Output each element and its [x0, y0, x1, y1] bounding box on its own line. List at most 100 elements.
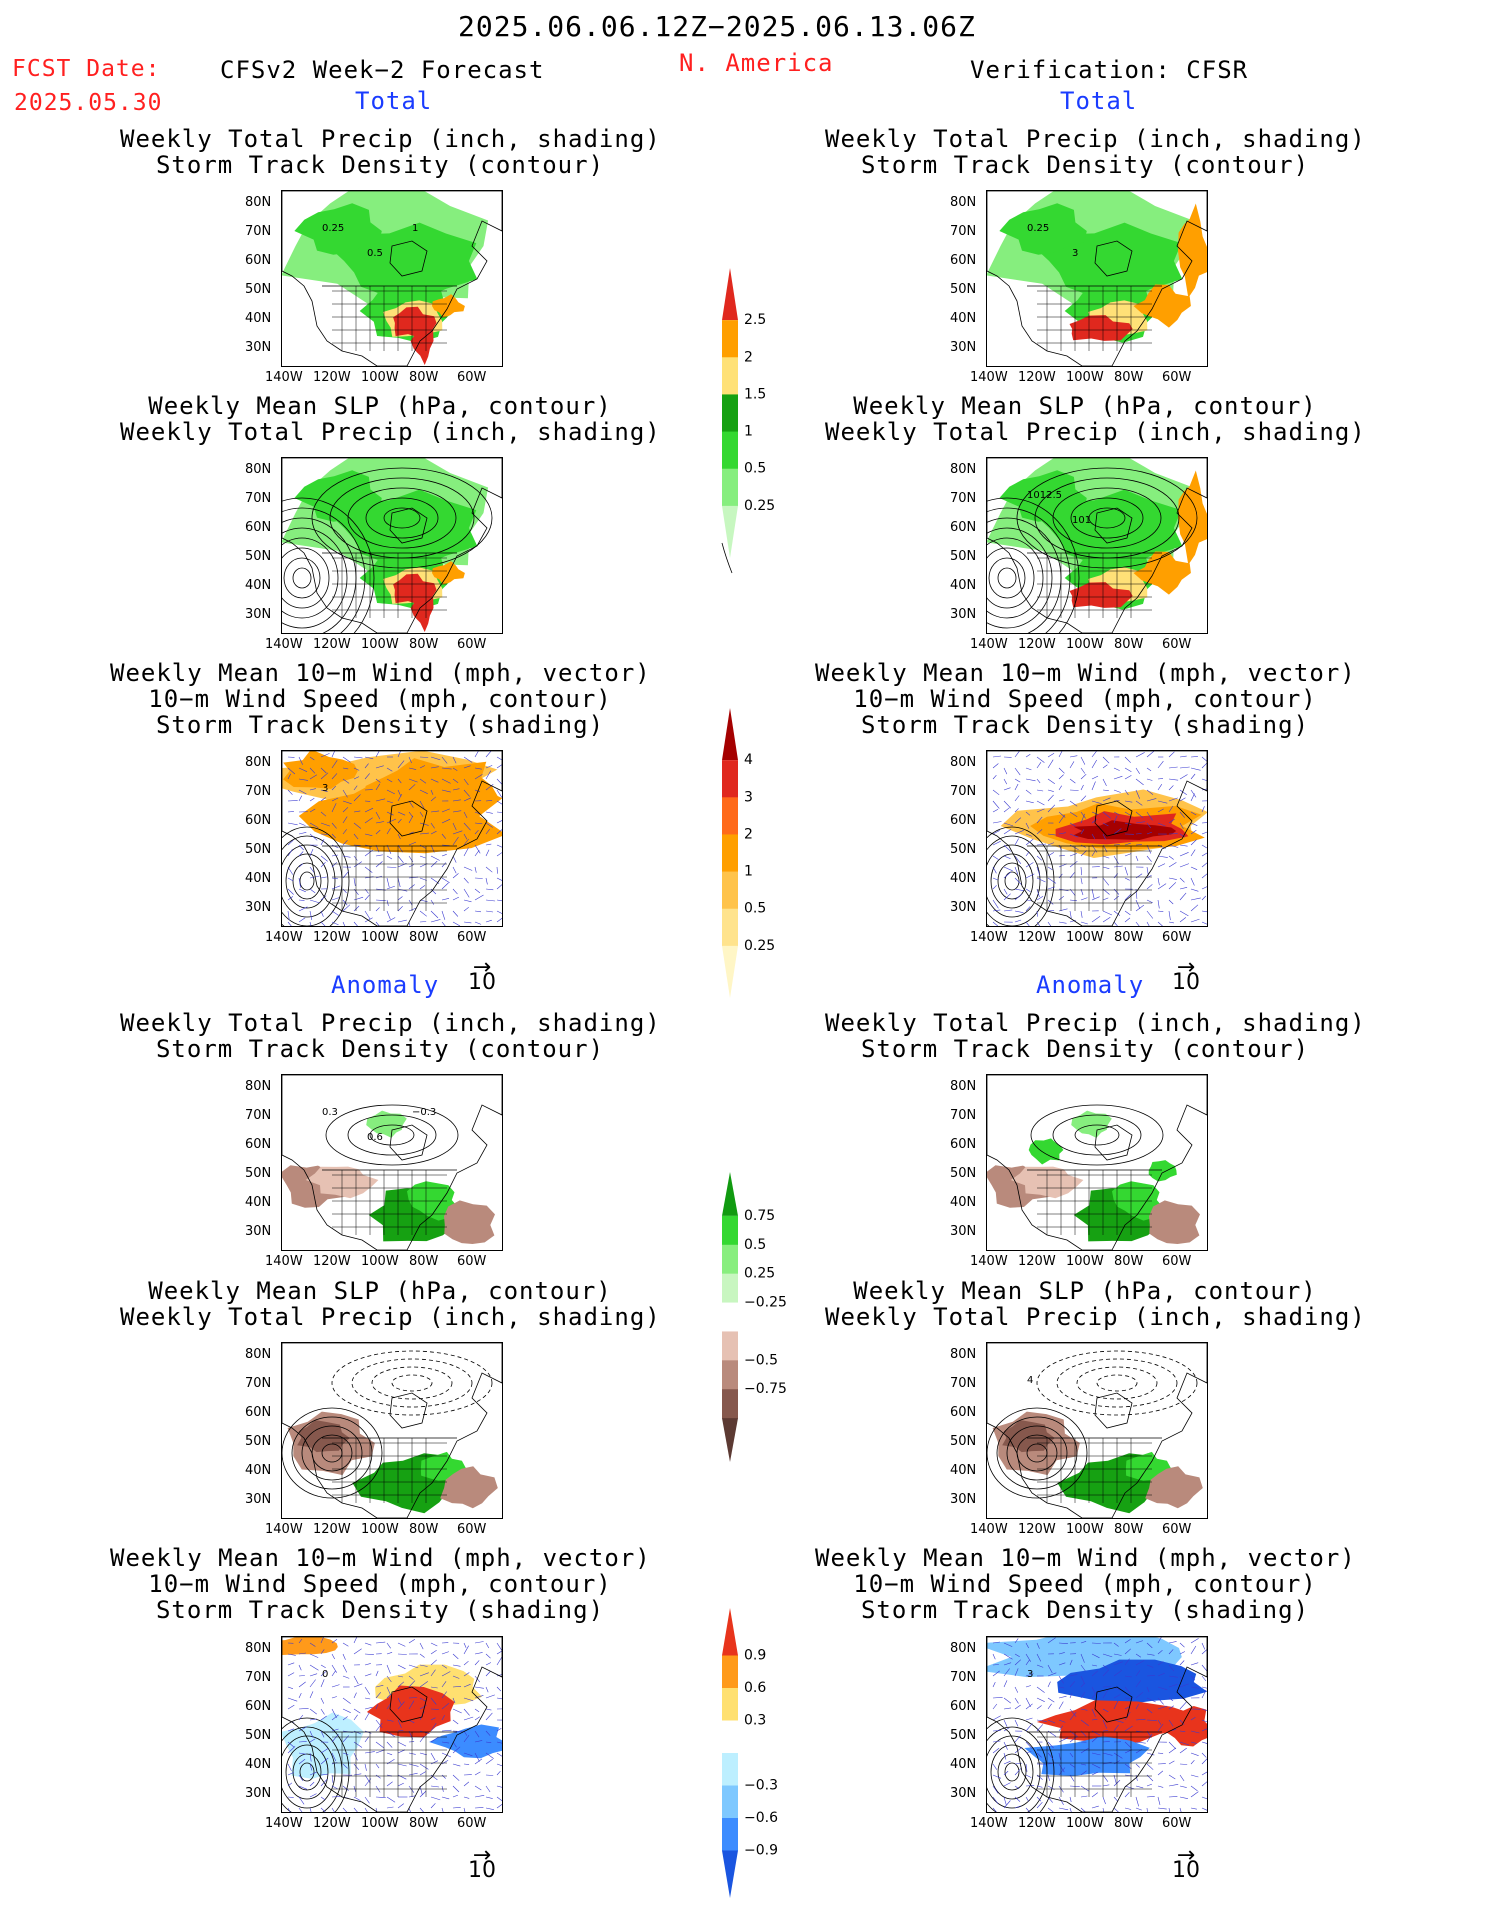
colorbar-tick-label: 0.5	[744, 901, 766, 917]
lon-tick-label: 80W	[1114, 1254, 1144, 1269]
wind-vector	[485, 1662, 492, 1666]
shading-patch	[410, 317, 434, 365]
wind-vector	[1146, 1783, 1153, 1787]
wind-vector	[1036, 866, 1041, 876]
wind-vector	[1102, 822, 1109, 827]
lat-tick-label: 50N	[950, 1728, 977, 1743]
wind-vector	[1124, 910, 1131, 916]
wind-vector	[452, 778, 459, 783]
wind-vector	[419, 910, 427, 917]
wind-vector	[1080, 1763, 1087, 1766]
lat-tick-label: 50N	[950, 549, 977, 564]
coastline	[987, 1075, 1207, 1250]
wind-vector	[452, 1807, 461, 1809]
wind-vector	[397, 1730, 404, 1732]
wind-vector	[496, 756, 502, 761]
coastline	[987, 751, 1207, 926]
wind-vector	[408, 1763, 419, 1767]
wind-vector	[1113, 1752, 1123, 1759]
lon-tick-label: 100W	[1066, 637, 1104, 652]
wind-vector	[1113, 1774, 1117, 1784]
wind-vector	[1102, 877, 1110, 886]
coastline	[282, 1637, 502, 1812]
wind-vector	[342, 756, 351, 763]
wind-vector	[430, 822, 435, 829]
shading-patch	[282, 1637, 338, 1655]
wind-vector	[375, 751, 380, 758]
wind-vector	[331, 1752, 337, 1762]
wind-vector	[1179, 1697, 1186, 1700]
wind-vector	[1146, 767, 1152, 772]
wind-vector	[331, 862, 338, 868]
wind-vector	[1201, 1741, 1207, 1744]
colorbar-tick-label: 1	[744, 424, 753, 440]
panel-title-obs-anom-precip: Weekly Total Precip (inch, shading) Stor…	[825, 1010, 1365, 1062]
wind-vector	[287, 849, 293, 857]
wind-vector	[1025, 862, 1034, 868]
wind-vector	[1058, 1642, 1068, 1644]
wind-vector	[1179, 1660, 1185, 1666]
wind-vector	[430, 1785, 440, 1788]
lat-tick-label: 80N	[245, 1347, 272, 1362]
wind-vector	[320, 1679, 325, 1688]
wind-vector	[463, 1807, 466, 1812]
lon-tick-label: 120W	[1018, 930, 1056, 945]
wind-vector	[309, 1653, 319, 1658]
wind-vector	[441, 756, 448, 764]
wind-vector	[441, 1714, 445, 1721]
wind-vector	[463, 1697, 474, 1702]
wind-vector	[1047, 833, 1056, 836]
wind-vector	[992, 830, 1000, 835]
wind-vector	[496, 852, 502, 857]
wind-vector	[1003, 866, 1013, 872]
wind-vector	[452, 1730, 463, 1732]
wind-vector	[485, 843, 492, 846]
wind-vector	[353, 1637, 358, 1644]
contour-line	[369, 1124, 415, 1146]
wind-vector	[419, 1653, 425, 1658]
wind-vector	[992, 774, 997, 780]
wind-vector	[474, 1686, 484, 1689]
wind-vector	[1025, 888, 1031, 892]
lat-tick-label: 60N	[245, 1699, 272, 1714]
wind-vector	[1069, 822, 1076, 827]
wind-vector	[1003, 787, 1011, 791]
wind-vector	[298, 1681, 306, 1688]
wind-vector	[1190, 1675, 1196, 1681]
contour-line	[987, 1717, 1055, 1812]
wind-vector	[485, 849, 490, 857]
wind-vector	[430, 778, 439, 783]
colorbar-tick-label: 2	[744, 349, 753, 365]
panel-title-fc-total-precip: Weekly Total Precip (inch, shading) Stor…	[120, 126, 660, 178]
coastline	[282, 1343, 502, 1518]
wind-vector	[1036, 877, 1046, 883]
wind-vector	[496, 1642, 502, 1651]
wind-vector	[1113, 921, 1118, 926]
wind-vector	[342, 789, 348, 798]
wind-vector	[1168, 1741, 1177, 1750]
wind-vector	[419, 789, 428, 794]
wind-vector	[1113, 1670, 1122, 1677]
wind-vector	[992, 1681, 996, 1688]
wind-vector	[1080, 813, 1085, 824]
shading-patch	[366, 1685, 455, 1738]
colorbar-tick-label: 0.25	[744, 498, 775, 514]
lon-tick-label: 100W	[361, 637, 399, 652]
panel-title-line: Storm Track Density (contour)	[860, 151, 1310, 179]
wind-vector	[342, 899, 348, 906]
wind-vector	[1091, 1664, 1098, 1667]
wind-vector	[1179, 1642, 1185, 1648]
wind-vector	[1179, 833, 1185, 838]
wind-vector	[1135, 1796, 1139, 1807]
wind-vector	[441, 1664, 448, 1669]
wind-vector	[1014, 1796, 1021, 1802]
wind-vector	[1058, 1652, 1065, 1655]
wind-vector	[1025, 1653, 1031, 1662]
wind-vector	[320, 1664, 326, 1669]
colorbar-tick-label: −0.9	[744, 1843, 778, 1859]
lat-tick-label: 40N	[950, 1463, 977, 1478]
wind-vector	[1003, 767, 1008, 775]
wind-vector	[331, 803, 337, 813]
panel-title-line: Storm Track Density (shading)	[155, 711, 605, 739]
wind-vector	[1135, 873, 1143, 879]
